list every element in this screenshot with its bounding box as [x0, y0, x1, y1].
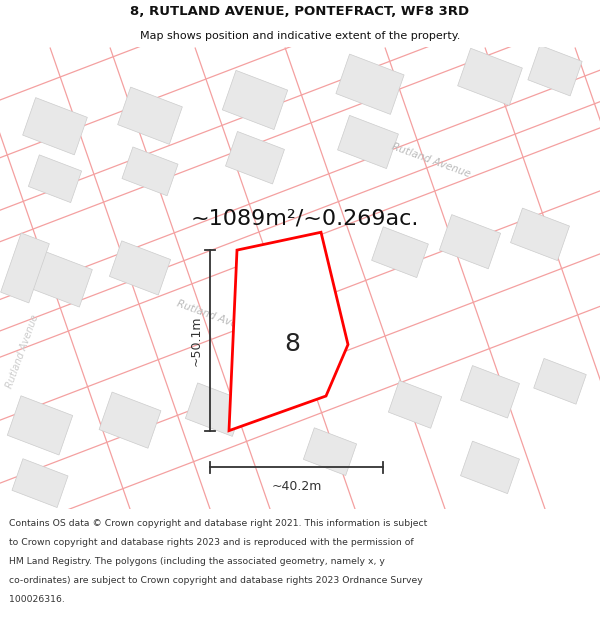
Text: 8: 8	[284, 331, 300, 356]
Bar	[1, 233, 49, 303]
Bar	[23, 98, 88, 155]
Text: 100026316.: 100026316.	[9, 595, 65, 604]
Bar	[118, 87, 182, 144]
Bar	[28, 250, 92, 307]
Bar	[461, 441, 520, 494]
Text: Map shows position and indicative extent of the property.: Map shows position and indicative extent…	[140, 31, 460, 41]
Bar	[304, 428, 356, 476]
Bar	[511, 208, 569, 261]
Text: ~40.2m: ~40.2m	[271, 480, 322, 492]
Text: Rutland Avenue: Rutland Avenue	[175, 298, 256, 336]
Bar	[528, 45, 582, 96]
Bar	[99, 392, 161, 448]
Bar	[7, 396, 73, 455]
Bar	[12, 459, 68, 508]
Bar	[338, 116, 398, 169]
Bar	[122, 147, 178, 196]
Text: Rutland Avenue: Rutland Avenue	[4, 314, 40, 390]
Bar	[226, 131, 284, 184]
Bar	[223, 71, 287, 129]
Text: Rutland Avenue: Rutland Avenue	[390, 142, 472, 180]
Polygon shape	[229, 232, 348, 431]
Bar	[185, 383, 245, 436]
Bar	[439, 214, 500, 269]
Bar	[28, 155, 82, 202]
Bar	[109, 241, 170, 295]
Bar	[534, 358, 586, 404]
Bar	[458, 48, 523, 106]
Bar	[388, 381, 442, 428]
Bar	[336, 54, 404, 114]
Text: to Crown copyright and database rights 2023 and is reproduced with the permissio: to Crown copyright and database rights 2…	[9, 538, 413, 547]
Text: HM Land Registry. The polygons (including the associated geometry, namely x, y: HM Land Registry. The polygons (includin…	[9, 557, 385, 566]
Bar	[371, 227, 428, 278]
Text: ~50.1m: ~50.1m	[190, 315, 203, 366]
Text: ~1089m²/~0.269ac.: ~1089m²/~0.269ac.	[191, 209, 419, 229]
Text: Contains OS data © Crown copyright and database right 2021. This information is : Contains OS data © Crown copyright and d…	[9, 519, 427, 528]
Bar	[461, 366, 520, 418]
Text: 8, RUTLAND AVENUE, PONTEFRACT, WF8 3RD: 8, RUTLAND AVENUE, PONTEFRACT, WF8 3RD	[130, 6, 470, 18]
Text: co-ordinates) are subject to Crown copyright and database rights 2023 Ordnance S: co-ordinates) are subject to Crown copyr…	[9, 576, 423, 585]
